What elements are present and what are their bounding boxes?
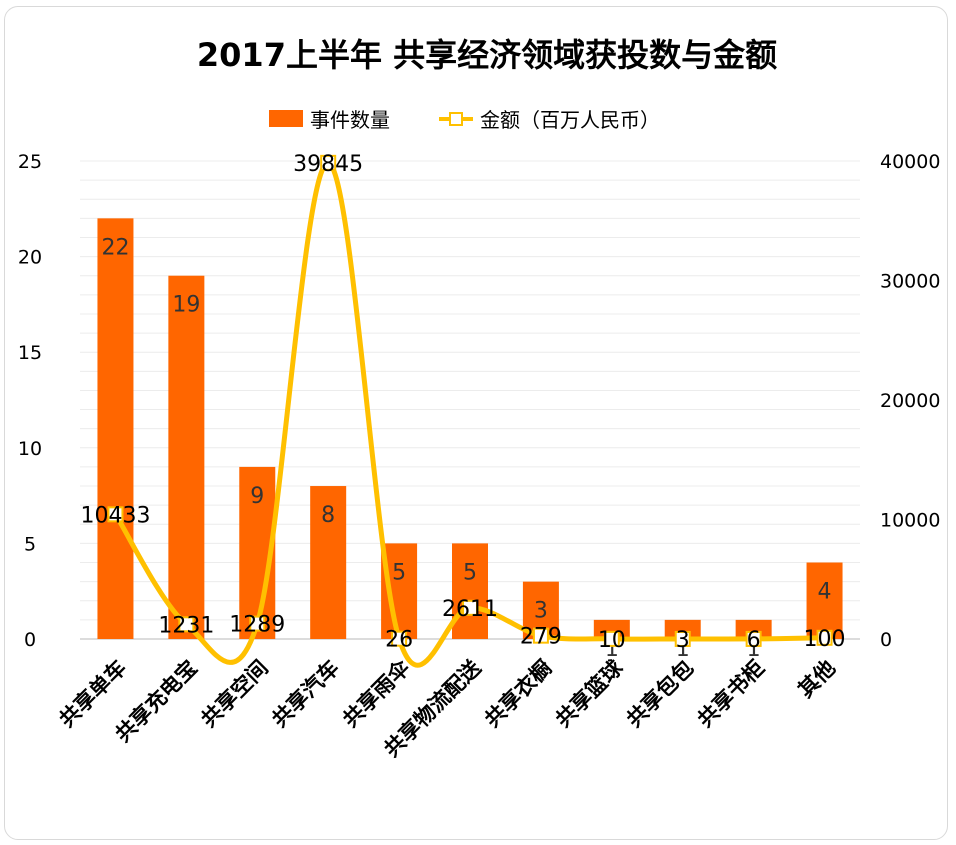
bar: [452, 543, 488, 639]
line-point: [107, 506, 124, 523]
line-point: [532, 627, 549, 644]
left-tick-label: 15: [18, 342, 42, 364]
line-point: [816, 629, 833, 646]
category-label: 共享衣橱: [480, 656, 556, 732]
line-data-label: 1289: [229, 613, 285, 638]
category-label: 共享书柜: [693, 656, 769, 732]
bar-data-label: 8: [321, 503, 335, 528]
line-point: [462, 599, 478, 616]
right-tick-label: 0: [880, 629, 892, 651]
category-label: 共享包包: [622, 656, 698, 732]
category-label: 其他: [793, 656, 840, 703]
gridlines: [80, 160, 860, 640]
bar-data-label: 4: [818, 580, 832, 605]
bar: [310, 486, 347, 639]
line-data-label: 39845: [293, 152, 363, 177]
bar-data-label: 5: [392, 560, 406, 585]
line-point: [674, 630, 691, 647]
line-data-label: 100: [804, 627, 846, 652]
line-data-label: 10433: [80, 503, 150, 528]
bar: [97, 218, 134, 640]
line-point: [391, 630, 408, 647]
bar: [664, 619, 701, 639]
line-data-label: 26: [385, 628, 413, 653]
legend-swatch-marker: [449, 112, 463, 126]
category-label: 共享空间: [196, 656, 272, 732]
category-axis: 共享单车共享充电宝共享空间共享汽车共享雨伞共享物流配送共享衣橱共享篮球共享包包共…: [55, 655, 840, 762]
line-point: [603, 630, 620, 647]
bar: [735, 619, 772, 639]
line-point: [178, 616, 195, 633]
line-data-label: 2611: [442, 597, 498, 622]
right-axis: 0 10000 20000 30000 40000: [880, 151, 940, 651]
bar: [593, 619, 630, 639]
line-point: [745, 630, 762, 647]
legend-label-bar: 事件数量: [310, 108, 390, 132]
amount-line: [113, 160, 825, 668]
right-tick-label: 10000: [880, 510, 940, 532]
left-tick-label: 25: [18, 151, 42, 173]
left-axis: 0 5 10 15 20 25: [18, 151, 42, 651]
left-tick-label: 0: [24, 629, 36, 651]
line-point: [320, 154, 337, 171]
right-tick-label: 30000: [880, 271, 940, 293]
legend-label-line: 金额（百万人民币）: [480, 108, 660, 132]
line-data-label: 10: [598, 628, 626, 653]
right-tick-label: 20000: [880, 390, 940, 412]
bar-data-label: 22: [101, 235, 129, 260]
left-tick-label: 20: [18, 247, 42, 269]
line-data-label: 3: [676, 628, 690, 653]
bar-data-label: 3: [534, 599, 548, 624]
bar-data-label: 19: [172, 293, 200, 318]
left-tick-label: 5: [24, 533, 36, 555]
left-tick-label: 10: [18, 438, 42, 460]
line-data-label: 6: [747, 628, 761, 653]
category-label: 共享汽车: [267, 656, 343, 732]
bar: [806, 562, 843, 639]
category-label: 共享篮球: [551, 655, 628, 732]
bar: [168, 275, 205, 639]
chart-title: 2017上半年 共享经济领域获投数与金额: [197, 36, 777, 74]
right-tick-label: 40000: [880, 151, 940, 173]
bar-data-label: 5: [463, 560, 477, 585]
legend-swatch-bar: [269, 110, 303, 127]
line-point: [249, 615, 266, 632]
bar-data-label: 9: [250, 484, 264, 509]
legend: 事件数量 金额（百万人民币）: [269, 108, 660, 132]
line-data-label: 279: [520, 625, 562, 650]
line-data-label: 1231: [158, 613, 214, 638]
chart-frame: [4, 6, 948, 840]
